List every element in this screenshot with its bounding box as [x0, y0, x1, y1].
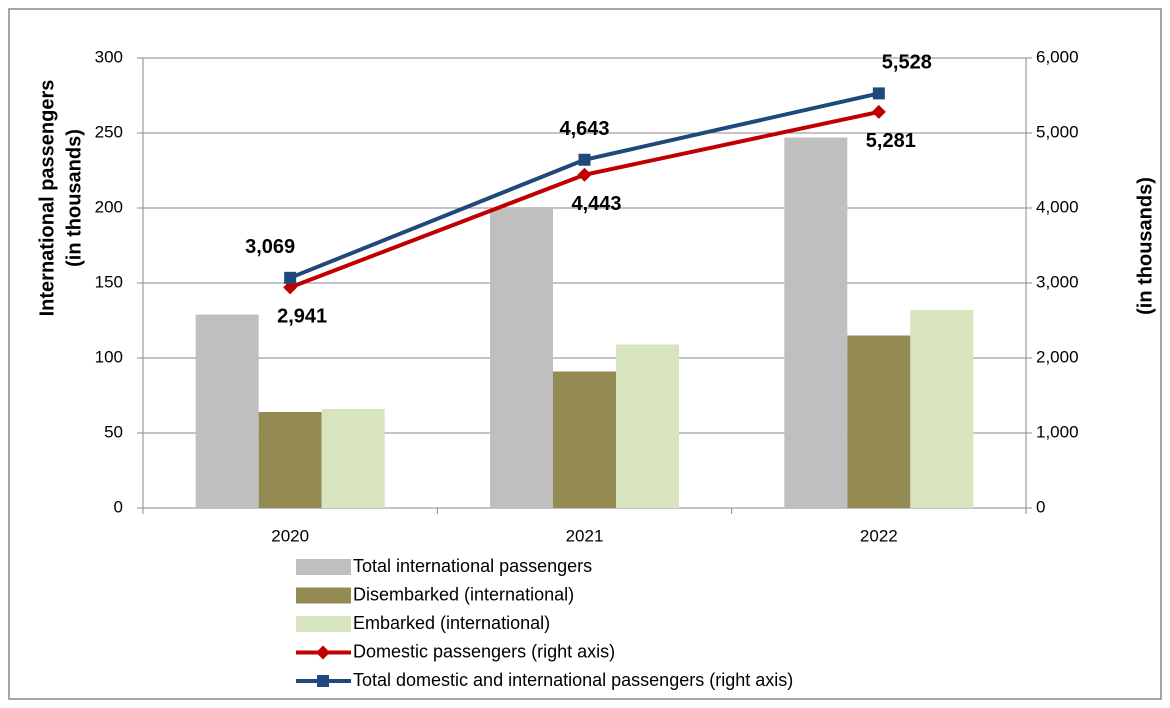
line-marker — [872, 87, 885, 100]
line-marker — [283, 280, 298, 295]
y-tick-label: 0 — [114, 497, 123, 516]
legend-swatch — [296, 559, 351, 575]
y-axis-label: (in thousands) — [63, 129, 85, 267]
line-marker — [871, 104, 886, 119]
y-tick-label: 150 — [95, 272, 123, 291]
line-marker — [578, 153, 591, 166]
data-label: 5,281 — [866, 130, 916, 152]
y-tick-label: 200 — [95, 197, 123, 216]
legend-label: Disembarked (international) — [353, 584, 574, 604]
legend-marker — [316, 645, 330, 660]
y2-tick-label: 5,000 — [1036, 122, 1079, 141]
legend-swatch — [296, 587, 351, 604]
data-label: 5,528 — [882, 52, 932, 74]
chart-border — [8, 8, 1162, 700]
data-label: 4,443 — [571, 193, 621, 215]
y2-tick-label: 3,000 — [1036, 272, 1079, 291]
bar — [847, 335, 911, 508]
legend-label: Total international passengers — [353, 556, 592, 576]
bar — [553, 371, 616, 508]
line-marker — [284, 271, 297, 284]
legend-label: Domestic passengers (right axis) — [353, 641, 615, 661]
data-label: 2,941 — [277, 306, 327, 328]
x-tick-label: 2022 — [860, 526, 898, 545]
legend-label: Total domestic and international passeng… — [353, 670, 793, 690]
bar — [616, 344, 679, 508]
data-label: 3,069 — [245, 236, 295, 258]
y-tick-label: 300 — [95, 47, 123, 66]
legend-label: Embarked (international) — [353, 613, 550, 633]
bar — [490, 208, 553, 508]
bar — [258, 412, 322, 508]
bar — [195, 314, 259, 508]
y2-tick-label: 2,000 — [1036, 347, 1079, 366]
y2-tick-label: 1,000 — [1036, 422, 1079, 441]
line-marker — [577, 167, 592, 182]
y2-tick-label: 6,000 — [1036, 47, 1079, 66]
legend-marker — [317, 675, 329, 687]
x-tick-label: 2021 — [566, 526, 604, 545]
y-tick-label: 100 — [95, 347, 123, 366]
y-tick-label: 250 — [95, 122, 123, 141]
data-label: 4,643 — [559, 118, 609, 140]
y2-axis-label: (in thousands) — [1134, 177, 1156, 315]
y-tick-label: 50 — [104, 422, 123, 441]
x-tick-label: 2020 — [271, 526, 309, 545]
y2-tick-label: 4,000 — [1036, 197, 1079, 216]
bar — [784, 137, 848, 508]
bar — [321, 409, 385, 508]
y2-tick-label: 0 — [1036, 497, 1045, 516]
y-axis-label: International passengers — [36, 80, 58, 317]
legend-swatch — [296, 616, 351, 632]
bar — [910, 310, 974, 508]
